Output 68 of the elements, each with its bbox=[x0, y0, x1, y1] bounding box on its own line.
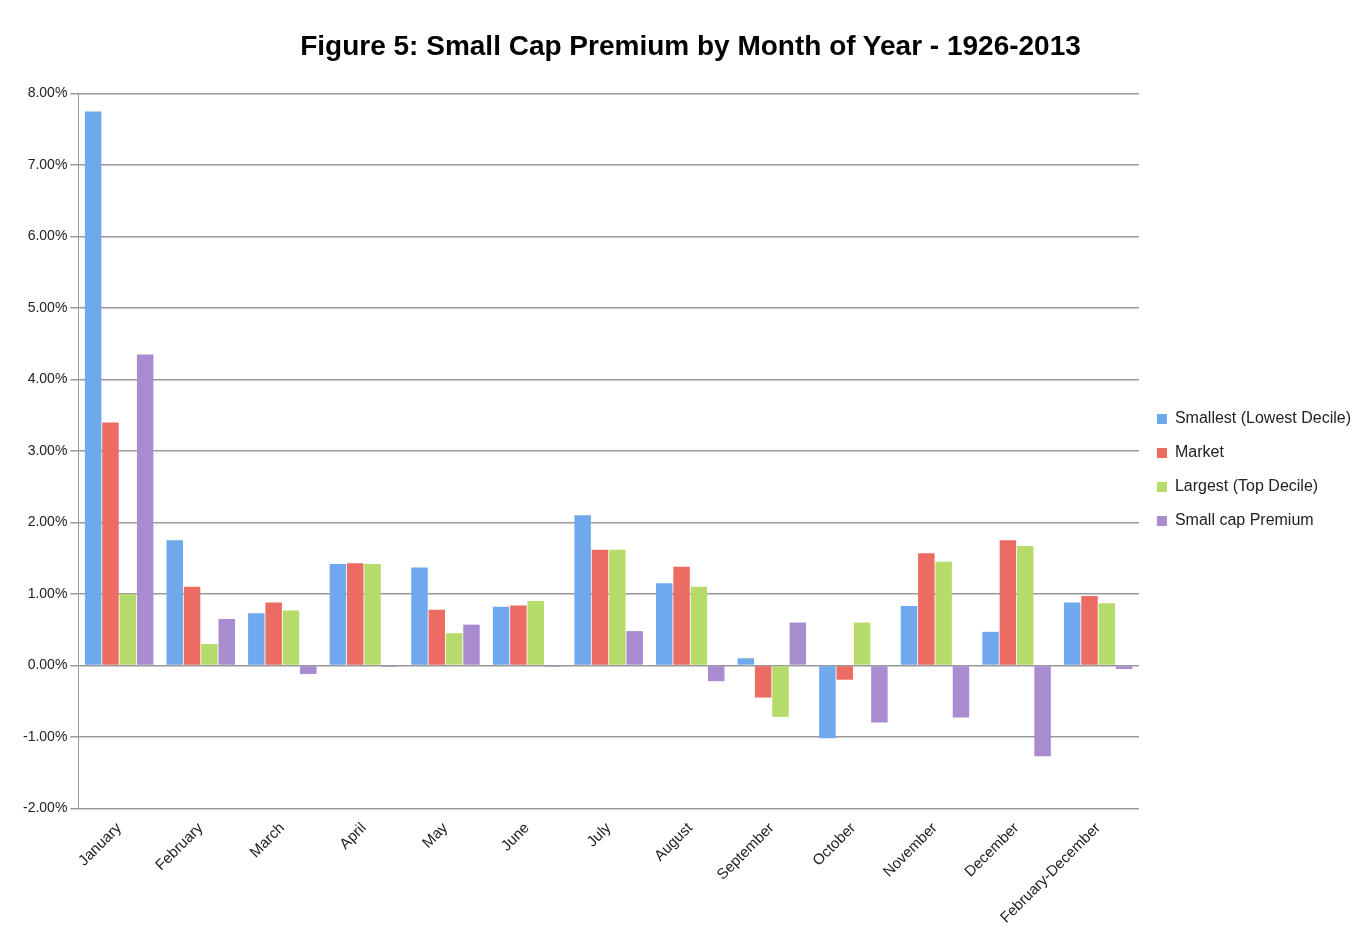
legend-label: Largest (Top Decile) bbox=[1174, 477, 1319, 495]
y-tick-label: 4.00% bbox=[27, 370, 68, 387]
bar bbox=[754, 666, 772, 698]
bar bbox=[492, 606, 510, 665]
bar bbox=[201, 643, 218, 665]
y-tick-label: 8.00% bbox=[27, 84, 68, 101]
bar bbox=[1063, 602, 1081, 665]
bar bbox=[527, 601, 544, 665]
bar bbox=[136, 354, 154, 665]
bar bbox=[853, 622, 871, 665]
bar bbox=[364, 563, 381, 665]
bar bbox=[248, 613, 265, 665]
bar bbox=[574, 515, 591, 665]
bar bbox=[656, 583, 673, 665]
y-tick-label: 2.00% bbox=[27, 513, 68, 530]
y-tick-label: 6.00% bbox=[27, 227, 68, 244]
bar bbox=[1034, 666, 1051, 757]
x-tick-label: July bbox=[582, 818, 615, 850]
bar bbox=[737, 658, 755, 665]
y-tick-label: 1.00% bbox=[27, 584, 68, 601]
chart-title: Figure 5: Small Cap Premium by Month of Year - 1926-2013 bbox=[300, 29, 1081, 61]
bar bbox=[329, 563, 347, 665]
x-tick-label: May bbox=[418, 818, 451, 851]
bar bbox=[347, 563, 364, 665]
y-tick-label: 3.00% bbox=[27, 441, 68, 458]
bar bbox=[935, 561, 952, 665]
bar bbox=[819, 666, 836, 739]
legend-label: Market bbox=[1174, 443, 1225, 461]
legend-label: Smallest (Lowest Decile) bbox=[1174, 409, 1352, 427]
bar bbox=[445, 633, 463, 665]
y-tick-label: 5.00% bbox=[27, 298, 68, 315]
bar bbox=[1098, 603, 1116, 665]
bar bbox=[772, 666, 789, 717]
bar bbox=[102, 422, 119, 665]
bar bbox=[999, 540, 1017, 665]
bar bbox=[918, 553, 935, 665]
bar bbox=[265, 602, 282, 665]
y-tick-label: -1.00% bbox=[23, 727, 68, 744]
bar bbox=[183, 586, 201, 665]
bar bbox=[119, 593, 137, 665]
bar bbox=[626, 631, 643, 665]
bar bbox=[952, 666, 970, 718]
bar bbox=[282, 610, 300, 665]
bar bbox=[1017, 546, 1034, 665]
bar bbox=[673, 566, 690, 665]
bar bbox=[982, 631, 999, 665]
bar bbox=[836, 666, 853, 680]
bar bbox=[300, 666, 317, 674]
bar bbox=[463, 624, 480, 665]
y-tick-label: 7.00% bbox=[27, 155, 68, 172]
y-tick-label: -2.00% bbox=[23, 799, 68, 816]
bar bbox=[900, 606, 918, 665]
bar bbox=[84, 111, 102, 665]
bar bbox=[708, 666, 725, 682]
bar bbox=[428, 609, 446, 665]
bar bbox=[789, 622, 807, 665]
bar bbox=[690, 586, 708, 665]
legend-label: Small cap Premium bbox=[1174, 511, 1314, 529]
bar bbox=[1115, 666, 1133, 669]
bar bbox=[591, 549, 609, 665]
bar bbox=[218, 618, 235, 665]
bar bbox=[609, 549, 626, 665]
bar bbox=[411, 567, 428, 665]
bar bbox=[510, 605, 527, 665]
bar bbox=[166, 540, 183, 665]
bar bbox=[1081, 596, 1098, 665]
bar bbox=[871, 666, 888, 723]
y-tick-label: 0.00% bbox=[27, 656, 68, 673]
